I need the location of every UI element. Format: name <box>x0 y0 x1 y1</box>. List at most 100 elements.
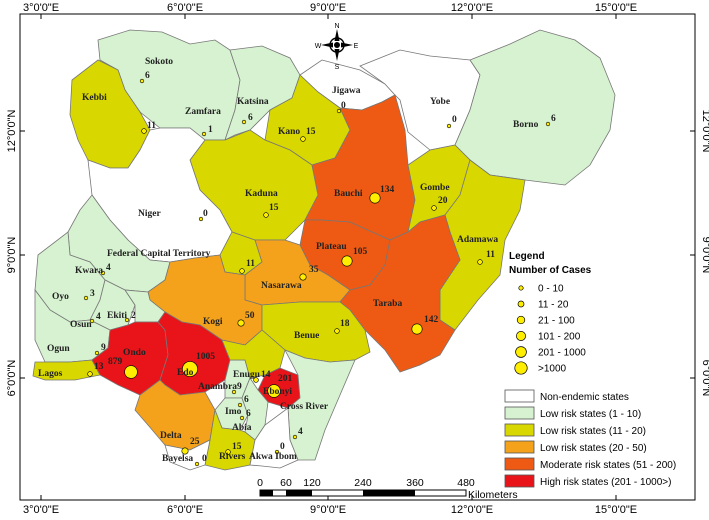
count-delta: 25 <box>190 437 200 447</box>
count-jigawa: 0 <box>341 101 346 111</box>
state-taraba <box>339 214 461 373</box>
x-tick-top-4: 12°0'0"E <box>451 2 493 14</box>
case-marker-federal-capital-territory <box>239 268 245 274</box>
state-bayelsa <box>164 439 211 471</box>
legend-size-label-1: 11 - 20 <box>538 300 569 311</box>
case-marker-imo <box>237 402 243 408</box>
count-kano: 15 <box>306 127 316 137</box>
count-taraba: 142 <box>424 315 439 325</box>
case-marker-rivers <box>225 449 231 455</box>
count-adamawa: 11 <box>486 250 495 260</box>
legend-size-marker-1 <box>517 300 525 308</box>
case-markers <box>83 78 551 467</box>
label-ekiti: Ekiti <box>107 311 127 321</box>
case-marker-adamawa <box>477 259 483 265</box>
case-marker-nasarawa <box>299 273 307 281</box>
case-marker-zamfara <box>201 131 207 137</box>
legend-class-swatch-3 <box>504 440 535 454</box>
count-akwa-ibom: 0 <box>280 442 285 452</box>
count-edo: 1005 <box>196 352 215 362</box>
scale-unit: Kilometers <box>468 489 518 501</box>
state-polygons <box>32 29 616 471</box>
legend-class-label-1: Low risk states (1 - 10) <box>540 409 641 420</box>
case-marker-ondo <box>124 365 138 379</box>
state-edo <box>157 311 231 396</box>
label-cross-river: Cross River <box>280 402 329 412</box>
case-marker-borno <box>545 121 551 127</box>
label-ebonyi: Ebonyi <box>263 387 292 397</box>
legend-class-swatch-4 <box>504 457 535 471</box>
label-ogun: Ogun <box>47 344 70 354</box>
label-kaduna: Kaduna <box>245 189 278 199</box>
legend-class-label-0: Non-endemic states <box>540 392 629 403</box>
case-marker-taraba <box>411 323 423 335</box>
count-kwara: 4 <box>106 263 111 273</box>
label-abia: Abia <box>232 423 252 433</box>
count-rivers: 15 <box>232 442 242 452</box>
case-marker-akwa-ibom <box>274 449 280 455</box>
count-oyo: 3 <box>90 289 95 299</box>
label-gombe: Gombe <box>420 183 450 193</box>
compass-n: N <box>334 23 339 30</box>
legend-class-swatch-2 <box>504 423 535 437</box>
label-katsina: Katsina <box>237 97 269 107</box>
scale-tick-360: 360 <box>406 477 424 489</box>
count-abia: 6 <box>246 409 251 419</box>
legend-risk-classes: Non-endemic states Low risk states (1 - 1… <box>504 389 676 488</box>
label-kano: Kano <box>278 127 300 137</box>
x-tick-top-5: 15°0'0"E <box>595 2 637 14</box>
legend-title: Legend <box>509 251 545 262</box>
count-kebbi: 11 <box>147 121 156 131</box>
legend-size-marker-5 <box>514 361 528 375</box>
scale-bar: 0 60 120 240 360 480 Kilometers <box>257 477 518 501</box>
case-marker-niger <box>198 216 204 222</box>
graticule-ticks <box>20 14 695 500</box>
case-marker-delta <box>181 447 189 455</box>
case-marker-ebonyi <box>267 384 281 398</box>
y-tick-right-3: 6°0'0"N <box>700 360 709 397</box>
case-marker-ogun <box>94 350 100 356</box>
case-marker-kebbi <box>141 128 147 134</box>
count-bauchi: 134 <box>380 185 395 195</box>
case-marker-bayelsa <box>194 461 200 467</box>
case-marker-kwara <box>100 270 106 276</box>
label-jigawa: Jigawa <box>332 86 361 96</box>
north-arrow-icon <box>321 29 353 61</box>
label-bayelsa: Bayelsa <box>162 454 193 464</box>
count-imo: 6 <box>244 395 249 405</box>
label-imo: Imo <box>225 407 242 417</box>
label-nasarawa: Nasarawa <box>261 281 302 291</box>
x-tick-bottom-4: 12°0'0"E <box>451 504 493 516</box>
x-tick-top-3: 9°0'0"E <box>310 2 346 14</box>
case-marker-gombe <box>431 205 437 211</box>
legend-size-marker-3 <box>516 331 526 341</box>
count-zamfara: 1 <box>208 125 213 135</box>
label-plateau: Plateau <box>316 242 347 252</box>
case-marker-kogi <box>237 319 245 327</box>
label-oyo: Oyo <box>52 292 69 302</box>
count-ekiti: 2 <box>131 311 136 321</box>
state-katsina <box>224 45 301 141</box>
legend-class-label-3: Low risk states (20 - 50) <box>540 443 647 454</box>
x-tick-bottom-3: 9°0'0"E <box>310 504 346 516</box>
scale-tick-240: 240 <box>354 477 372 489</box>
count-sokoto: 6 <box>145 71 150 81</box>
case-marker-oyo <box>83 295 89 301</box>
label-taraba: Taraba <box>373 299 402 309</box>
legend-class-swatch-1 <box>504 406 535 420</box>
count-ogun: 9 <box>101 343 106 353</box>
x-tick-bottom-2: 6°0'0"E <box>167 504 203 516</box>
count-niger: 0 <box>203 209 208 219</box>
state-akwa-ibom <box>249 407 299 469</box>
label-anambra: Anambra <box>198 382 237 392</box>
compass-s: S <box>335 64 340 71</box>
state-rivers <box>204 408 256 471</box>
count-ondo: 879 <box>108 357 123 367</box>
legend-size-label-5: >1000 <box>538 364 567 375</box>
y-tick-right-2: 9°0'0"N <box>700 237 709 274</box>
legend-class-label-4: Moderate risk states (51 - 200) <box>540 460 676 471</box>
label-zamfara: Zamfara <box>185 107 221 117</box>
case-marker-sokoto <box>139 78 145 84</box>
case-marker-osun <box>89 318 95 324</box>
